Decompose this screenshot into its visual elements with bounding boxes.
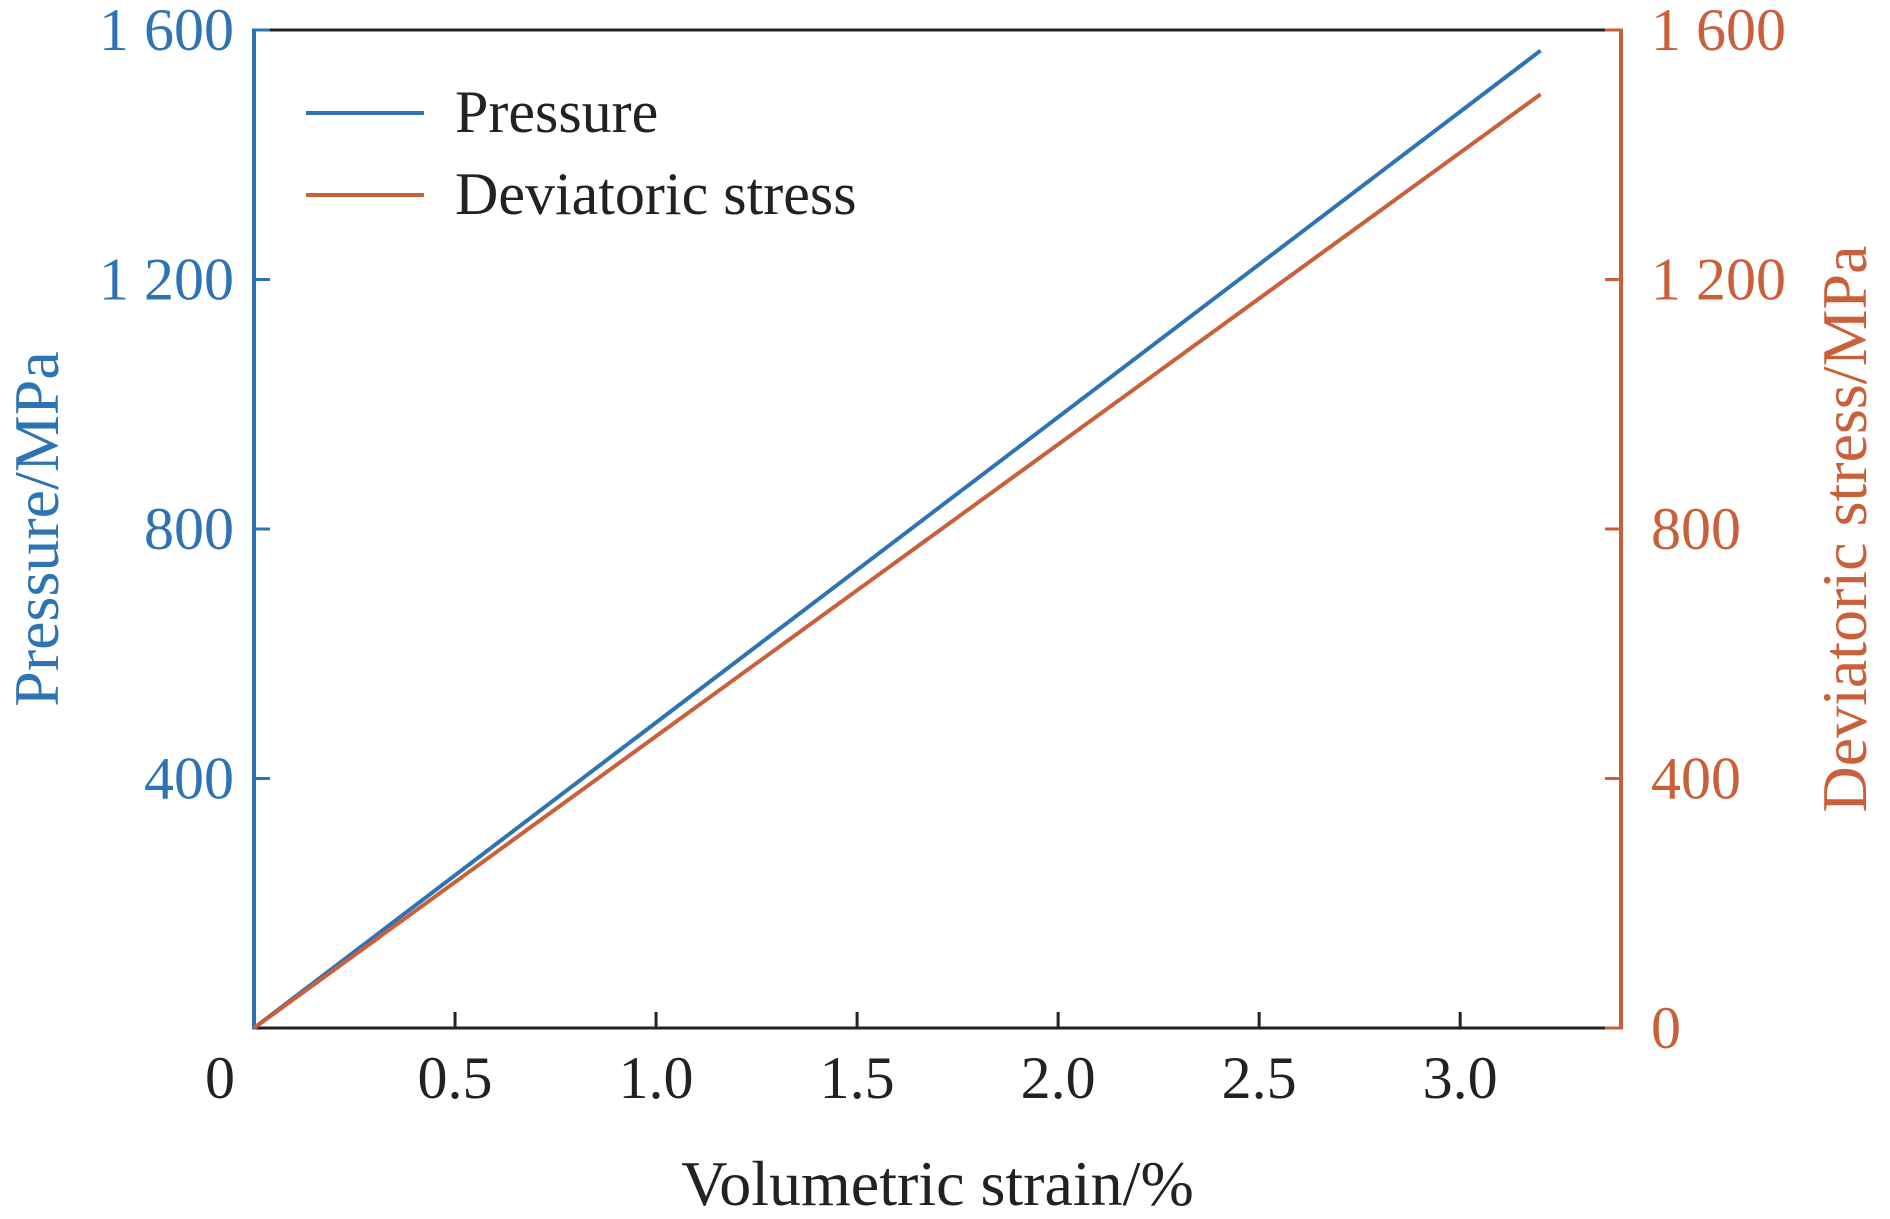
y-right-tick-label: 800: [1651, 496, 1741, 562]
y-axis-left-title: Pressure/MPa: [1, 351, 72, 707]
x-tick-label: 1.5: [820, 1045, 895, 1111]
x-tick-label: 0.5: [418, 1045, 493, 1111]
legend-label: Pressure: [455, 79, 658, 145]
tick-layer: 0 0.5 1.0 1.5 2.0 2.5 3.0 400 800 1 200 1 600 0 400 8…: [99, 0, 1786, 1111]
legend-label: Deviatoric stress: [455, 161, 857, 227]
y-left-tick-label: 400: [144, 746, 234, 812]
series-line-deviatoric-stress: [252, 92, 1542, 1030]
legend: Pressure Deviatoric stress: [306, 79, 857, 227]
y-right-tick-label: 1 200: [1651, 247, 1786, 313]
y-left-tick-label: 800: [144, 496, 234, 562]
x-tick-label: 0: [205, 1045, 235, 1111]
x-tick-label: 2.0: [1021, 1045, 1096, 1111]
y-axis-right-title: Deviatoric stress/MPa: [1809, 246, 1880, 813]
y-left-tick-label: 1 600: [99, 0, 234, 63]
y-right-tick-label: 0: [1651, 995, 1681, 1061]
series-line-pressure: [252, 48, 1542, 1030]
x-tick-label: 3.0: [1423, 1045, 1498, 1111]
x-axis-title: Volumetric strain/%: [681, 1148, 1194, 1219]
y-left-tick-label: 1 200: [99, 247, 234, 313]
x-tick-label: 2.5: [1222, 1045, 1297, 1111]
series-layer: [252, 48, 1542, 1030]
y-right-tick-label: 1 600: [1651, 0, 1786, 63]
y-right-tick-label: 400: [1651, 746, 1741, 812]
x-tick-label: 1.0: [619, 1045, 694, 1111]
